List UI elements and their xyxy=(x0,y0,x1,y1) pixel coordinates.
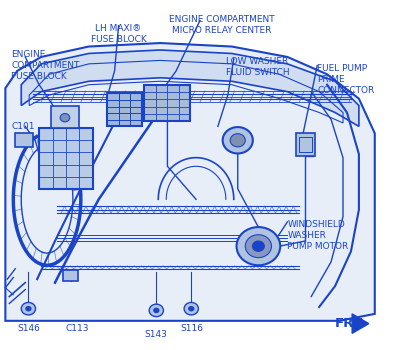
Text: ENGINE COMPARTMENT
MICRO RELAY CENTER: ENGINE COMPARTMENT MICRO RELAY CENTER xyxy=(169,15,275,35)
Circle shape xyxy=(252,240,265,252)
Circle shape xyxy=(153,308,160,313)
Circle shape xyxy=(230,134,245,147)
Circle shape xyxy=(149,304,164,317)
Text: S143: S143 xyxy=(145,329,168,338)
Text: S116: S116 xyxy=(180,324,204,332)
Text: FUEL PUMP
PRIME
CONNECTOR: FUEL PUMP PRIME CONNECTOR xyxy=(317,64,374,95)
Circle shape xyxy=(60,113,70,122)
Bar xyxy=(51,106,79,128)
Circle shape xyxy=(236,227,280,265)
Circle shape xyxy=(245,235,272,258)
Polygon shape xyxy=(5,43,375,321)
Text: ENGINE
COMPARTMENT
FUSE BLOCK: ENGINE COMPARTMENT FUSE BLOCK xyxy=(11,50,80,81)
Circle shape xyxy=(21,302,36,315)
Bar xyxy=(299,137,312,153)
Polygon shape xyxy=(21,50,359,126)
Polygon shape xyxy=(352,314,369,333)
Bar xyxy=(15,133,33,147)
Bar xyxy=(296,133,315,156)
Text: S146: S146 xyxy=(17,324,40,332)
Circle shape xyxy=(188,306,194,312)
Text: FRT: FRT xyxy=(335,317,363,330)
Bar xyxy=(63,270,78,281)
Text: C113: C113 xyxy=(65,324,89,332)
Bar xyxy=(144,85,190,121)
Bar xyxy=(107,93,142,126)
Text: LH MAXI®
FUSE BLOCK: LH MAXI® FUSE BLOCK xyxy=(91,24,146,44)
Text: WINDSHIELD
WASHER
PUMP MOTOR: WINDSHIELD WASHER PUMP MOTOR xyxy=(287,220,349,251)
Circle shape xyxy=(223,127,253,153)
Text: LOW WASHER
FLUID SWITCH: LOW WASHER FLUID SWITCH xyxy=(226,57,290,77)
Text: C101: C101 xyxy=(11,122,35,131)
Circle shape xyxy=(184,302,198,315)
Circle shape xyxy=(25,306,32,312)
Bar xyxy=(39,128,93,189)
